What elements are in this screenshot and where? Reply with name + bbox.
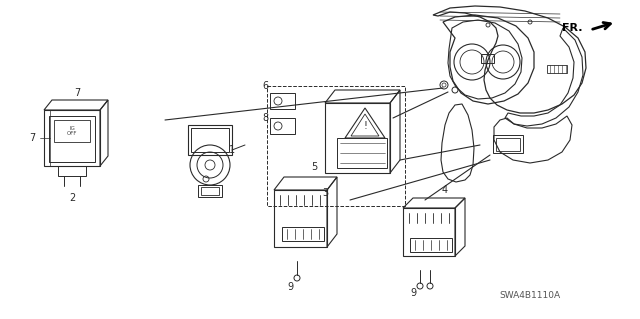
Bar [58,166,86,176]
Bar [282,227,324,241]
Bar [54,120,90,142]
Text: 3: 3 [322,188,328,198]
Bar [481,54,494,63]
Bar [270,93,295,109]
Text: 9: 9 [410,288,416,298]
Text: 9: 9 [287,282,293,292]
Bar [198,185,222,197]
Bar [496,138,520,151]
Text: 1: 1 [229,145,235,155]
Text: !: ! [363,121,367,131]
Text: 2: 2 [69,193,75,203]
Text: 6: 6 [262,81,268,91]
Bar [410,238,452,252]
Bar [267,86,405,206]
Bar [191,128,229,152]
Text: IG
OFF: IG OFF [67,126,77,137]
Bar [188,125,232,155]
Text: 5: 5 [311,162,317,172]
Text: 8: 8 [262,113,268,123]
Text: 7: 7 [74,88,80,98]
Text: SWA4B1110A: SWA4B1110A [499,291,561,300]
Text: 7: 7 [29,133,35,143]
Bar [547,65,567,73]
Text: FR.: FR. [562,23,582,33]
Bar [337,138,387,168]
Bar [201,187,219,195]
Text: 4: 4 [442,185,448,195]
Bar [270,118,295,134]
Bar [493,135,523,153]
